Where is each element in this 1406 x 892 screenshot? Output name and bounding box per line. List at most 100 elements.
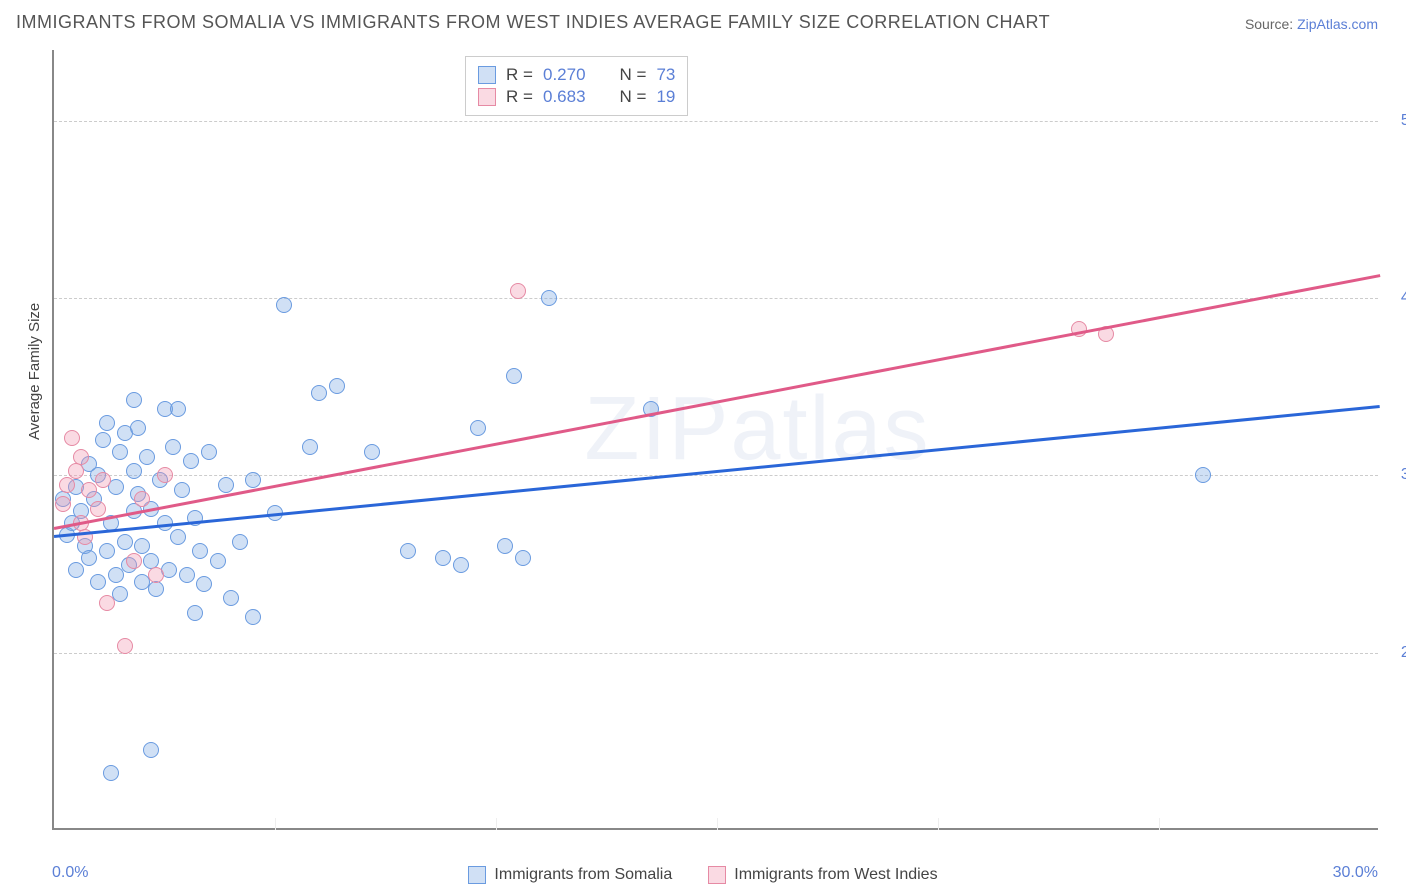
legend-label: Immigrants from West Indies xyxy=(734,866,937,884)
series-legend: Immigrants from Somalia Immigrants from … xyxy=(0,866,1406,884)
scatter-point xyxy=(174,482,190,498)
scatter-point xyxy=(364,444,380,460)
correlation-legend-row: R = 0.270 N = 73 xyxy=(478,65,675,85)
scatter-point xyxy=(192,543,208,559)
scatter-point xyxy=(157,467,173,483)
scatter-point xyxy=(95,432,111,448)
scatter-point xyxy=(148,567,164,583)
grid-line-v xyxy=(275,818,276,830)
scatter-point xyxy=(329,378,345,394)
scatter-point xyxy=(245,472,261,488)
scatter-point xyxy=(68,562,84,578)
legend-swatch-icon xyxy=(468,866,486,884)
scatter-point xyxy=(81,550,97,566)
grid-line-v xyxy=(938,818,939,830)
scatter-point xyxy=(223,590,239,606)
scatter-point xyxy=(506,368,522,384)
scatter-point xyxy=(73,449,89,465)
scatter-point xyxy=(497,538,513,554)
scatter-point xyxy=(103,765,119,781)
r-label: R = xyxy=(506,87,533,107)
scatter-point xyxy=(170,401,186,417)
y-tick-label: 3.50 xyxy=(1401,466,1406,484)
correlation-legend-row: R = 0.683 N = 19 xyxy=(478,87,675,107)
scatter-point xyxy=(90,574,106,590)
grid-line-v xyxy=(1159,818,1160,830)
scatter-point xyxy=(453,557,469,573)
grid-line-h xyxy=(54,121,1378,122)
scatter-point xyxy=(143,742,159,758)
scatter-point xyxy=(68,463,84,479)
scatter-point xyxy=(117,534,133,550)
scatter-point xyxy=(126,463,142,479)
trend-line xyxy=(54,275,1380,530)
grid-line-h xyxy=(54,298,1378,299)
n-label: N = xyxy=(620,65,647,85)
scatter-point xyxy=(95,472,111,488)
scatter-point xyxy=(187,605,203,621)
correlation-legend: R = 0.270 N = 73 R = 0.683 N = 19 xyxy=(465,56,688,116)
scatter-point xyxy=(470,420,486,436)
scatter-point xyxy=(515,550,531,566)
scatter-point xyxy=(435,550,451,566)
n-label: N = xyxy=(620,87,647,107)
scatter-point xyxy=(210,553,226,569)
scatter-point xyxy=(99,415,115,431)
grid-line-v xyxy=(496,818,497,830)
scatter-point xyxy=(64,430,80,446)
scatter-point xyxy=(148,581,164,597)
scatter-point xyxy=(232,534,248,550)
scatter-point xyxy=(90,501,106,517)
scatter-point xyxy=(126,553,142,569)
scatter-point xyxy=(139,449,155,465)
scatter-point xyxy=(1195,467,1211,483)
scatter-point xyxy=(183,453,199,469)
scatter-point xyxy=(126,392,142,408)
legend-item-somalia: Immigrants from Somalia xyxy=(468,866,672,884)
scatter-point xyxy=(179,567,195,583)
scatter-point xyxy=(276,297,292,313)
n-value: 73 xyxy=(656,65,675,85)
scatter-point xyxy=(400,543,416,559)
plot-area: ZIPatlas R =0.270N =73R =0.683N =19 2.75… xyxy=(52,50,1378,830)
scatter-point xyxy=(112,444,128,460)
scatter-point xyxy=(201,444,217,460)
y-tick-label: 2.75 xyxy=(1401,644,1406,662)
legend-item-westindies: Immigrants from West Indies xyxy=(708,866,937,884)
scatter-point xyxy=(510,283,526,299)
y-tick-label: 5.00 xyxy=(1401,112,1406,130)
scatter-point xyxy=(55,496,71,512)
legend-swatch-icon xyxy=(478,66,496,84)
source-attribution: Source: ZipAtlas.com xyxy=(1245,16,1378,32)
scatter-point xyxy=(541,290,557,306)
scatter-point xyxy=(130,420,146,436)
scatter-point xyxy=(302,439,318,455)
scatter-point xyxy=(245,609,261,625)
scatter-point xyxy=(112,586,128,602)
source-link[interactable]: ZipAtlas.com xyxy=(1297,16,1378,32)
scatter-point xyxy=(117,638,133,654)
legend-swatch-icon xyxy=(708,866,726,884)
chart-title: IMMIGRANTS FROM SOMALIA VS IMMIGRANTS FR… xyxy=(16,12,1050,33)
grid-line-v xyxy=(717,818,718,830)
scatter-point xyxy=(59,477,75,493)
r-label: R = xyxy=(506,65,533,85)
n-value: 19 xyxy=(656,87,675,107)
scatter-point xyxy=(99,595,115,611)
scatter-point xyxy=(311,385,327,401)
y-axis-title: Average Family Size xyxy=(26,303,43,440)
r-value: 0.683 xyxy=(543,87,586,107)
grid-line-h xyxy=(54,653,1378,654)
trend-line xyxy=(54,405,1380,537)
scatter-point xyxy=(196,576,212,592)
scatter-point xyxy=(165,439,181,455)
scatter-point xyxy=(134,491,150,507)
scatter-point xyxy=(218,477,234,493)
legend-swatch-icon xyxy=(478,88,496,106)
source-prefix: Source: xyxy=(1245,16,1297,32)
y-tick-label: 4.25 xyxy=(1401,289,1406,307)
legend-label: Immigrants from Somalia xyxy=(494,866,672,884)
r-value: 0.270 xyxy=(543,65,586,85)
scatter-point xyxy=(170,529,186,545)
scatter-point xyxy=(99,543,115,559)
